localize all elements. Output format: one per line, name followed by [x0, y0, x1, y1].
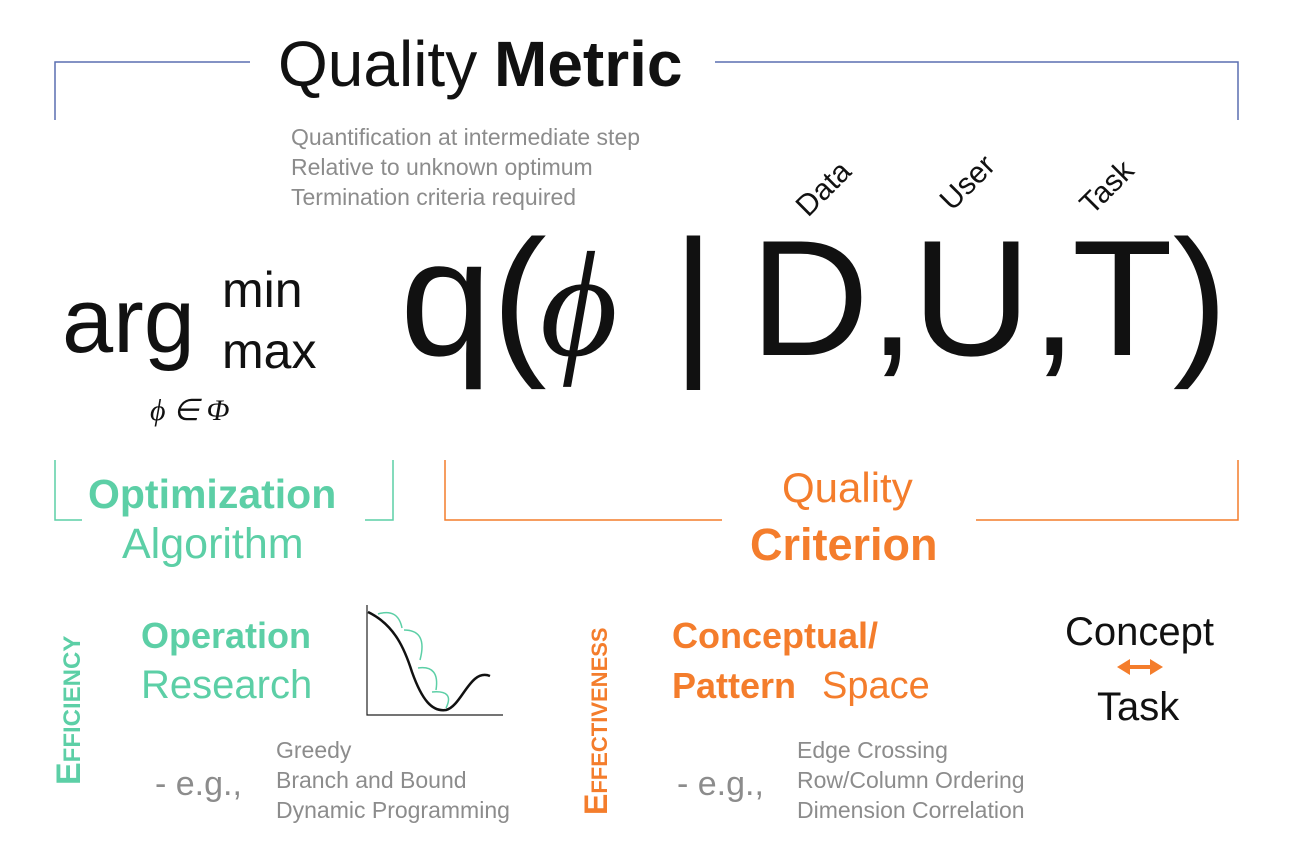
example: Dynamic Programming [276, 797, 510, 823]
title-bold: Metric [494, 28, 683, 100]
double-arrow [1117, 659, 1163, 675]
research-heading: Research [141, 663, 312, 707]
pattern-heading: Pattern [672, 665, 796, 706]
formula-part: U, [912, 206, 1077, 390]
conceptual-heading: Conceptual/ [672, 615, 878, 656]
space-heading: Space [822, 665, 930, 707]
note: Relative to unknown optimum [291, 154, 593, 180]
example: Edge Crossing [797, 737, 948, 763]
title-regular: Quality [278, 28, 477, 100]
criterion-bracket [444, 460, 722, 521]
criterion-title: Quality [782, 464, 913, 511]
criterion-subtitle: Criterion [750, 519, 938, 570]
eg-label: - e.g., [677, 765, 764, 803]
note: Termination criteria required [291, 184, 576, 210]
example: Greedy [276, 737, 352, 763]
metric-bracket [715, 61, 1239, 120]
optimization-subtitle: Algorithm [122, 520, 304, 568]
example: Branch and Bound [276, 767, 467, 793]
formula-max: max [222, 323, 316, 379]
optimization-title: Optimization [88, 471, 336, 517]
eg-label: - e.g., [155, 765, 242, 803]
example: Row/Column Ordering [797, 767, 1025, 793]
concept-label: Concept [1065, 610, 1214, 654]
optimization-bracket [365, 460, 394, 521]
formula-min: min [222, 262, 303, 318]
note: Quantification at intermediate step [291, 124, 640, 150]
formula-part: q( [400, 206, 547, 390]
operation-heading: Operation [141, 615, 311, 656]
criterion-bracket [976, 460, 1239, 521]
formula-part: ϕ [540, 222, 618, 388]
efficiency-label: Efficiency [50, 636, 88, 785]
metric-bracket [54, 61, 250, 120]
formula-part: | [672, 206, 715, 390]
formula-part: T) [1072, 206, 1228, 390]
example: Dimension Correlation [797, 797, 1025, 823]
optimization-bracket [54, 460, 82, 521]
effectiveness-label: Effectiveness [578, 627, 614, 815]
formula-part: D, [750, 206, 915, 390]
formula-arg: arg [62, 270, 195, 372]
optimization-sketch [366, 605, 503, 716]
task-label: Task [1097, 685, 1180, 729]
formula-domain: ϕ ∈ Φ [150, 394, 230, 427]
